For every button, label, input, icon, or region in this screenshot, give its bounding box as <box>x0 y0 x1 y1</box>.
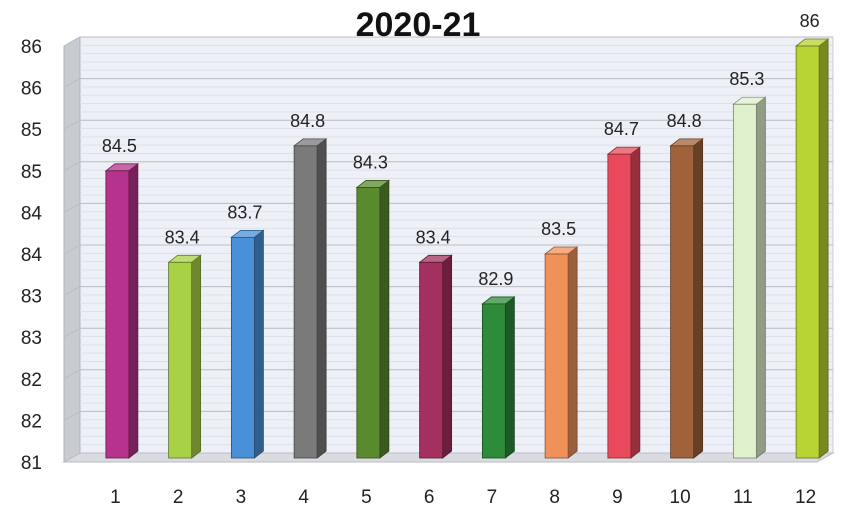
x-tick-label: 3 <box>236 487 247 508</box>
x-tick-label: 12 <box>795 487 816 508</box>
gridlines <box>63 36 833 463</box>
x-tick-label: 8 <box>549 487 560 508</box>
y-tick-label: 81 <box>21 453 42 474</box>
data-label: 84.5 <box>102 136 137 156</box>
data-label: 83.4 <box>165 227 200 247</box>
y-tick-label: 84 <box>21 203 43 224</box>
y-tick-label: 85 <box>21 120 42 141</box>
bar <box>543 246 579 459</box>
bar <box>355 179 391 459</box>
x-axis-tick-labels: 1 2 3 4 5 6 7 8 9 10 11 12 <box>110 487 816 508</box>
x-tick-label: 9 <box>612 487 623 508</box>
bar-front <box>607 153 632 459</box>
bar-front <box>105 170 130 459</box>
x-tick-label: 11 <box>733 487 753 508</box>
y-tick-label: 85 <box>21 162 42 183</box>
bar-front <box>419 261 444 459</box>
y-tick-label: 82 <box>21 370 42 391</box>
y-tick-label: 86 <box>21 79 42 100</box>
y-tick-label: 84 <box>21 245 43 266</box>
x-tick-label: 6 <box>424 487 435 508</box>
y-tick-label: 86 <box>21 37 42 58</box>
bar-front <box>356 187 381 459</box>
data-label: 84.8 <box>290 111 325 131</box>
data-label: 82.9 <box>478 269 513 289</box>
bar <box>794 38 830 459</box>
data-label: 84.8 <box>667 111 702 131</box>
x-tick-label: 5 <box>361 487 372 508</box>
y-tick-label: 83 <box>21 328 42 349</box>
bar <box>167 254 202 459</box>
data-label: 83.5 <box>541 219 576 239</box>
x-tick-label: 7 <box>487 487 498 508</box>
y-axis-tick-labels: 81 82 82 83 83 84 84 85 85 86 86 <box>21 37 43 474</box>
bars <box>104 38 830 459</box>
bar-front <box>732 103 757 459</box>
bar-front <box>481 303 506 459</box>
bar-front <box>544 253 569 459</box>
x-tick-label: 1 <box>110 487 121 508</box>
data-label: 84.3 <box>353 152 388 172</box>
data-label: 83.4 <box>416 227 451 247</box>
bar <box>104 162 140 459</box>
bar <box>481 296 516 459</box>
bar <box>418 254 453 459</box>
y-tick-label: 82 <box>21 411 42 432</box>
bar <box>732 96 767 459</box>
x-tick-label: 2 <box>173 487 184 508</box>
data-labels: 84.5 83.4 83.7 84.8 84.3 83.4 82.9 83.5 84.7 84.8… <box>102 11 820 289</box>
bar <box>606 146 642 459</box>
x-tick-label: 10 <box>670 487 691 508</box>
data-label: 83.7 <box>227 202 262 222</box>
chart-title: 2020-21 <box>356 6 481 44</box>
bar-front <box>168 261 193 459</box>
bar <box>230 229 265 459</box>
x-tick-label: 4 <box>298 487 309 508</box>
bar-front <box>230 236 255 459</box>
data-label: 85.3 <box>729 69 764 89</box>
bar-front <box>670 145 695 459</box>
bar <box>292 138 328 459</box>
bar-front <box>795 45 820 459</box>
bar-front <box>293 145 318 459</box>
y-tick-label: 83 <box>21 287 42 308</box>
data-label: 84.7 <box>604 119 639 139</box>
bar <box>669 138 704 459</box>
data-label: 86 <box>800 11 820 31</box>
